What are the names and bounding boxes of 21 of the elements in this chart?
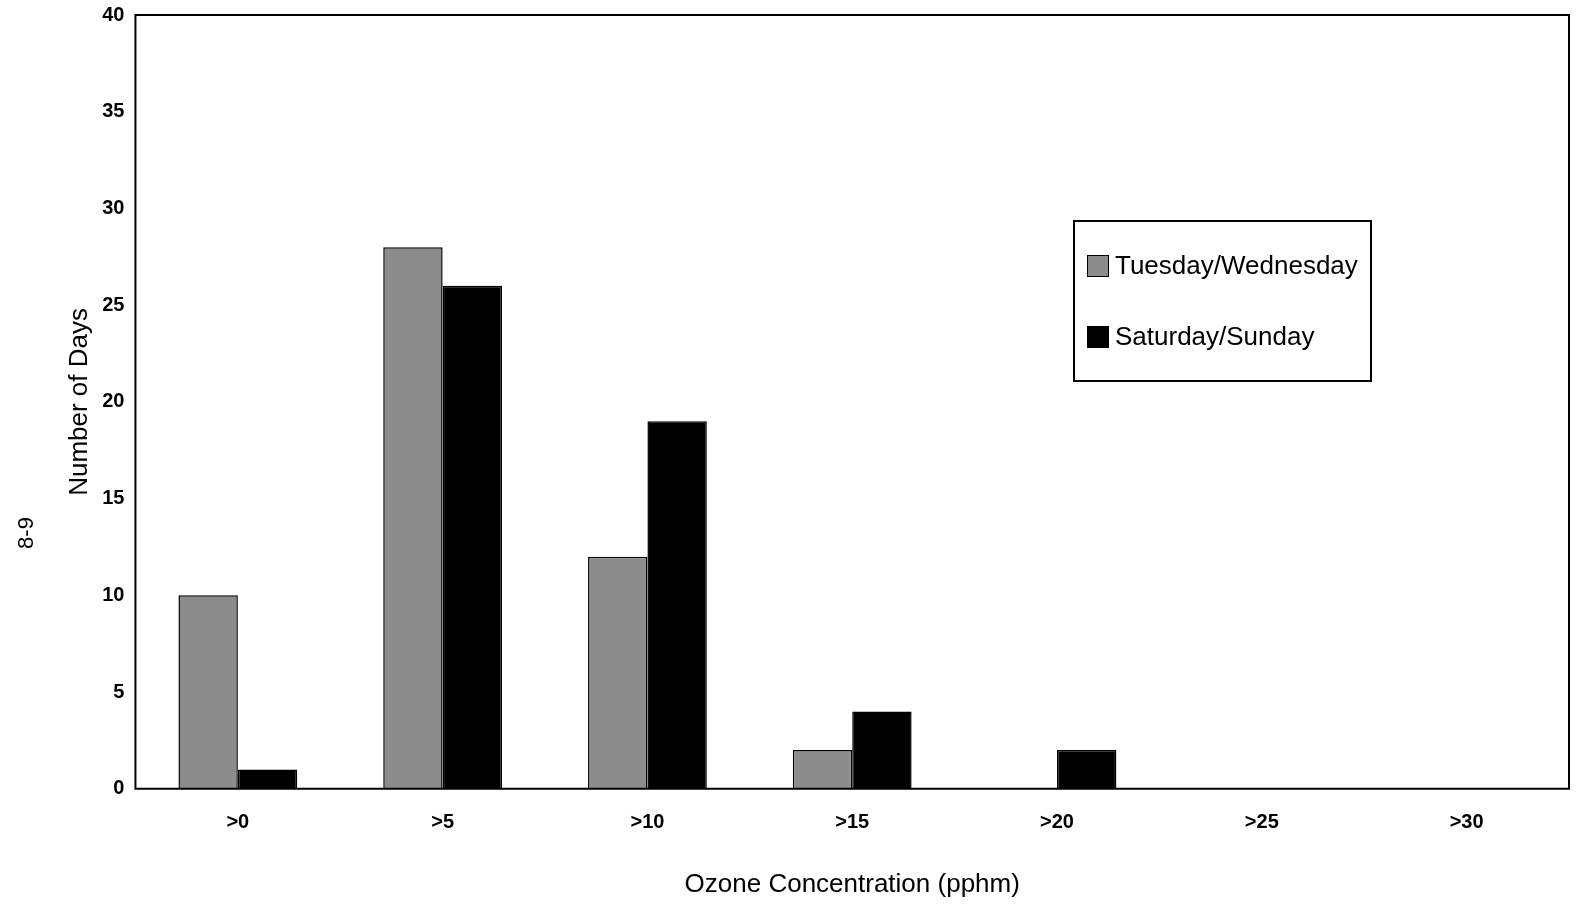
x-tick-label: >30 <box>1449 810 1484 833</box>
legend-label: Saturday/Sunday <box>1114 321 1315 352</box>
x-tick-label: >15 <box>835 810 870 833</box>
y-tick-label: 40 <box>102 2 125 25</box>
y-tick-label: 30 <box>102 195 125 218</box>
y-axis-title: Number of Days <box>62 307 93 496</box>
x-tick-label: >10 <box>630 810 665 833</box>
y-tick-label: 10 <box>102 582 125 605</box>
y-tick-label: 0 <box>113 776 125 799</box>
x-tick-label: >25 <box>1244 810 1279 833</box>
y-tick-label: 5 <box>113 679 125 702</box>
x-tick-label: >0 <box>226 810 250 833</box>
y-tick-label: 35 <box>102 99 125 122</box>
x-axis-title: Ozone Concentration (pphm) <box>684 867 1020 898</box>
x-tick-label: >5 <box>431 810 455 833</box>
text: 8-9 <box>12 517 39 549</box>
y-tick-label: 25 <box>102 292 125 315</box>
y-tick-label: 20 <box>102 389 125 412</box>
legend-label: Tuesday/Wednesday <box>1114 250 1358 281</box>
y-tick-label: 15 <box>102 486 125 509</box>
x-tick-label: >20 <box>1040 810 1074 833</box>
